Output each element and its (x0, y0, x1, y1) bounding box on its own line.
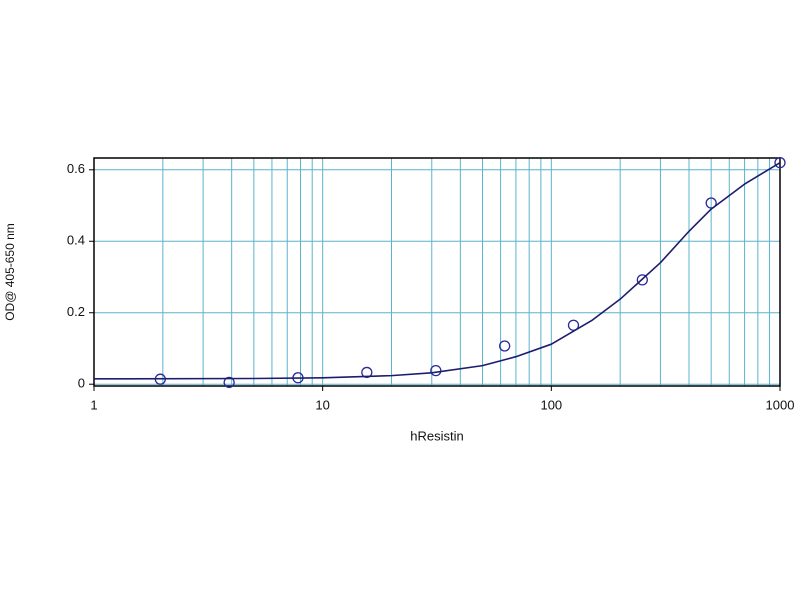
y-axis-label: OD@ 405-650 nm (3, 223, 17, 321)
y-tick-label: 0.6 (67, 161, 85, 176)
data-point (430, 364, 442, 377)
y-tick-label: 0.4 (67, 233, 85, 248)
x-tick-label: 1000 (766, 397, 795, 412)
y-tick-label: 0.2 (67, 304, 85, 319)
fit-curve (93, 161, 781, 380)
x-tick-label: 100 (540, 397, 562, 412)
data-point (567, 319, 580, 331)
y-tick-label: 0 (78, 376, 85, 391)
data-point (705, 197, 717, 209)
plot-frame (93, 157, 781, 387)
data-point (499, 340, 511, 352)
x-tick-label: 10 (315, 397, 329, 412)
x-tick-label: 1 (90, 397, 97, 412)
data-point (774, 156, 786, 169)
x-axis-label: hResistin (410, 428, 463, 443)
data-point (636, 274, 648, 286)
data-point (361, 366, 373, 379)
data-point (223, 376, 235, 389)
